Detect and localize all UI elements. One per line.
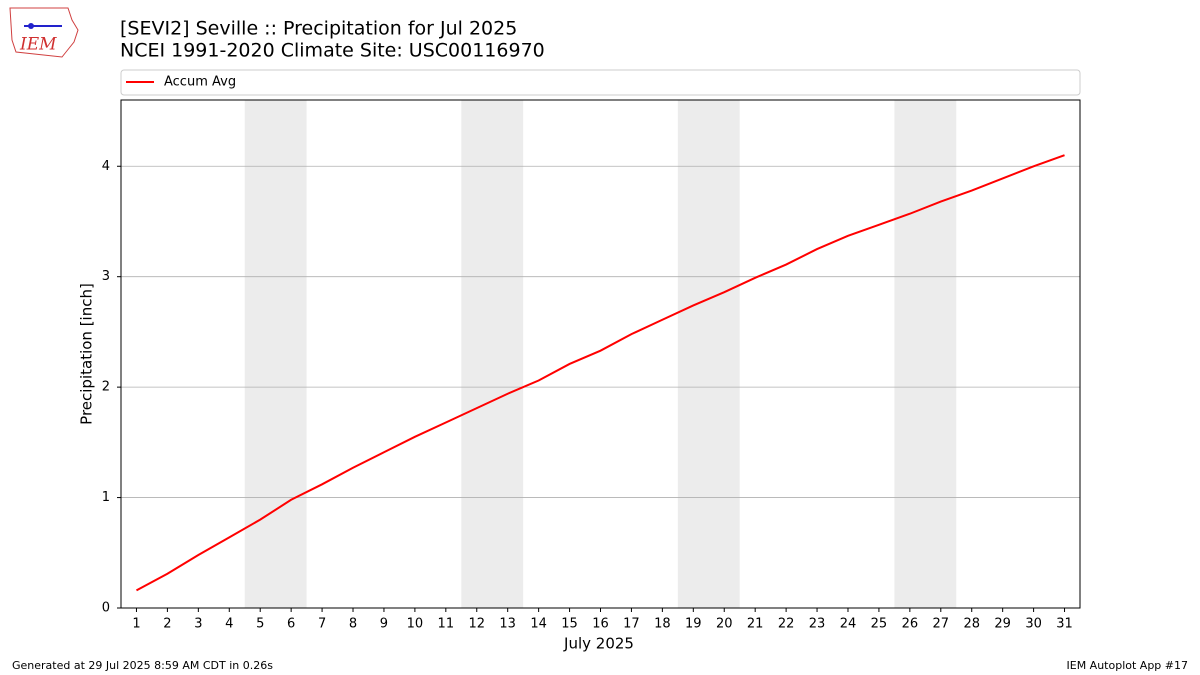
- x-tick-label: 5: [256, 617, 264, 632]
- x-tick-label: 23: [809, 617, 826, 632]
- chart-subtitle: NCEI 1991-2020 Climate Site: USC00116970: [120, 40, 545, 62]
- x-tick-label: 22: [778, 617, 795, 632]
- x-tick-label: 6: [287, 617, 295, 632]
- line-series: [135, 154, 1065, 592]
- x-axis-label: July 2025: [563, 635, 634, 653]
- x-tick-label: 11: [438, 617, 455, 632]
- x-tick-label: 15: [561, 617, 578, 632]
- chart-title: [SEVI2] Seville :: Precipitation for Jul…: [120, 18, 517, 40]
- x-tick-label: 21: [747, 617, 764, 632]
- x-tick-label: 3: [194, 617, 202, 632]
- x-tick-label: 2: [163, 617, 171, 632]
- x-tick-label: 28: [963, 617, 980, 632]
- weekend-band: [244, 100, 307, 608]
- y-tick-label: 1: [102, 490, 110, 505]
- y-tick-label: 2: [102, 380, 110, 395]
- x-tick-label: 18: [654, 617, 671, 632]
- logo-dot: [28, 23, 34, 29]
- x-tick-label: 24: [840, 617, 857, 632]
- x-tick-label: 9: [380, 617, 388, 632]
- x-tick-label: 1: [132, 617, 140, 632]
- y-axis-label: Precipitation [inch]: [78, 283, 96, 425]
- x-tick-label: 12: [468, 617, 485, 632]
- x-tick-label: 26: [902, 617, 919, 632]
- x-tick-label: 8: [349, 617, 357, 632]
- legend-label: Accum Avg: [164, 75, 236, 90]
- y-tick-label: 3: [102, 269, 110, 284]
- y-tick-label: 4: [102, 159, 110, 174]
- logo: IEM: [9, 7, 79, 58]
- x-tick-label: 10: [407, 617, 424, 632]
- x-tick-label: 19: [685, 617, 702, 632]
- x-tick-label: 30: [1025, 617, 1042, 632]
- x-tick-label: 17: [623, 617, 640, 632]
- weekend-band: [894, 100, 957, 608]
- logo-outline: [9, 7, 79, 58]
- x-tick-label: 31: [1056, 617, 1073, 632]
- x-tick-label: 14: [530, 617, 547, 632]
- x-tick-label: 25: [871, 617, 888, 632]
- plot-frame: [120, 99, 1081, 609]
- x-tick-label: 16: [592, 617, 609, 632]
- x-tick-label: 13: [499, 617, 516, 632]
- x-tick-label: 29: [994, 617, 1011, 632]
- x-tick-label: 7: [318, 617, 326, 632]
- x-tick-label: 27: [933, 617, 950, 632]
- y-tick-label: 0: [102, 601, 110, 616]
- logo-text: IEM: [19, 35, 57, 55]
- x-tick-label: 4: [225, 617, 233, 632]
- weekend-band: [677, 100, 740, 608]
- footer-left: Generated at 29 Jul 2025 8:59 AM CDT in …: [12, 659, 273, 672]
- legend-box: [120, 69, 1081, 96]
- weekend-band: [461, 100, 524, 608]
- x-tick-label: 20: [716, 617, 733, 632]
- footer-right: IEM Autoplot App #17: [1067, 659, 1189, 672]
